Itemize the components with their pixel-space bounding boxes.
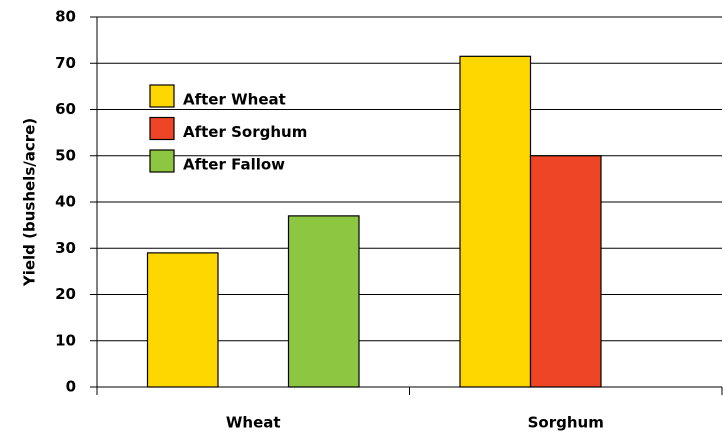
- bar: [146, 252, 219, 388]
- y-tick-label: 10: [55, 331, 76, 349]
- legend-swatch: [149, 116, 175, 141]
- x-tick-label: Sorghum: [528, 414, 604, 432]
- bar: [529, 155, 602, 388]
- legend-label: After Wheat: [183, 91, 286, 109]
- y-tick-label: 70: [55, 54, 76, 72]
- y-tick-label: 20: [55, 285, 76, 303]
- x-tick-label: Wheat: [226, 414, 281, 432]
- y-tick-label: 60: [55, 100, 76, 118]
- y-tick-label: 30: [55, 239, 76, 257]
- legend-swatch: [149, 149, 175, 173]
- legend-swatch: [149, 84, 175, 108]
- y-tick-label: 50: [55, 146, 76, 164]
- y-tick-label: 40: [55, 193, 76, 211]
- y-tick-label: 80: [55, 8, 76, 26]
- legend-label: After Sorghum: [183, 123, 307, 141]
- y-tick-label: 0: [66, 378, 76, 396]
- bar: [287, 215, 360, 388]
- bar: [459, 55, 532, 388]
- legend-label: After Fallow: [183, 156, 285, 174]
- y-axis-label: Yield (bushels/acre): [21, 118, 39, 287]
